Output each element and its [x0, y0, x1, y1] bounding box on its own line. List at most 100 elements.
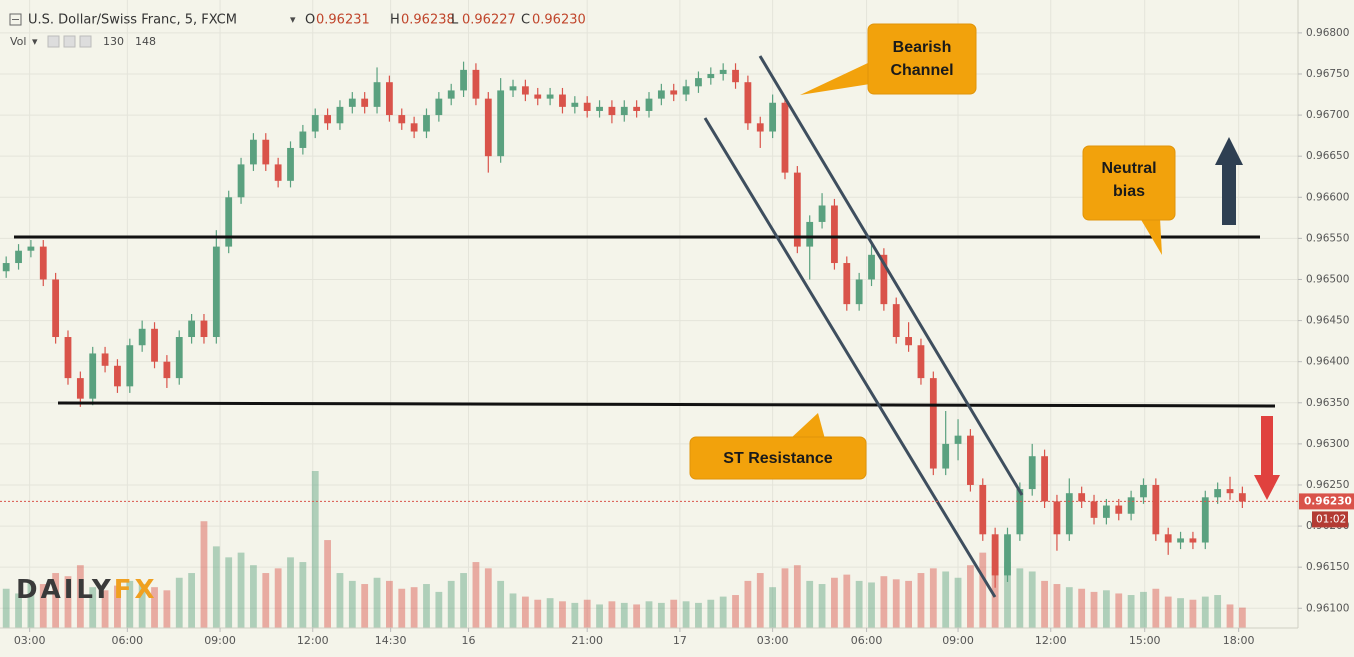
volume-bar — [1041, 580, 1048, 628]
collapse-icon[interactable] — [9, 13, 22, 26]
volume-bar — [608, 601, 616, 628]
volume-bar — [262, 573, 270, 628]
candle-body — [188, 320, 196, 338]
settings-icon[interactable] — [47, 35, 60, 48]
volume-bar — [1189, 599, 1197, 628]
candle-body — [1226, 489, 1234, 494]
candle-body — [39, 246, 47, 280]
volume-bar — [200, 521, 208, 628]
candle-body — [311, 115, 319, 132]
candle-body — [806, 221, 814, 247]
candle-body — [645, 98, 653, 111]
x-tick-label: 16 — [462, 634, 476, 647]
y-tick-label: 0.96550 — [1306, 232, 1349, 244]
candle-body — [373, 82, 381, 107]
volume-bar — [52, 573, 60, 628]
y-tick-label: 0.96250 — [1306, 479, 1349, 491]
candle-body — [225, 197, 233, 247]
candle-body — [1090, 501, 1098, 518]
x-tick-label: 18:00 — [1223, 634, 1255, 647]
countdown-label: 01:02 — [1316, 513, 1346, 525]
volume-bar — [534, 599, 542, 628]
volume-bar — [1016, 568, 1024, 628]
volume-bar — [299, 562, 307, 628]
volume-bar — [64, 576, 72, 628]
candle-body — [138, 328, 146, 346]
watermark: DAILYFX — [16, 575, 158, 605]
volume-label[interactable]: Vol — [10, 35, 26, 48]
callout-box — [689, 436, 867, 480]
volume-bar — [917, 573, 925, 628]
candle-body — [1152, 484, 1160, 535]
volume-bar — [175, 577, 183, 628]
candle-body — [596, 106, 603, 111]
callout-text: ST Resistance — [723, 450, 832, 467]
volume-bar — [732, 595, 739, 628]
volume-value: 130 — [103, 35, 124, 48]
volume-bar — [744, 580, 752, 628]
volume-bar — [225, 557, 233, 628]
callout: Bearish Channel — [800, 23, 977, 95]
candle-body — [695, 78, 702, 87]
volume-bar — [793, 565, 801, 628]
volume-bar — [1226, 604, 1234, 628]
candle-body — [299, 131, 307, 148]
candle-body — [546, 94, 554, 99]
readout-key: O — [305, 13, 315, 28]
candle-body — [633, 106, 641, 111]
volume-bar — [682, 601, 690, 628]
volume-bar — [287, 557, 294, 628]
volume-bar — [497, 580, 505, 628]
candle-body — [76, 378, 84, 399]
candle-body — [484, 98, 492, 157]
y-tick-label: 0.96800 — [1306, 27, 1349, 39]
x-tick-label: 06:00 — [851, 634, 883, 647]
volume-bar — [769, 587, 777, 628]
volume-bar — [645, 601, 653, 628]
candle-body — [929, 378, 937, 469]
settings-icon[interactable] — [63, 35, 76, 48]
symbol-title[interactable]: U.S. Dollar/Swiss Franc, 5, FXCM — [28, 13, 237, 28]
candle-body — [2, 263, 10, 272]
dropdown-caret[interactable]: ▾ — [290, 13, 296, 26]
candle-body — [52, 279, 60, 338]
y-tick-label: 0.96400 — [1306, 356, 1349, 368]
volume-bar — [188, 573, 196, 628]
readout-value: 0.96227 — [462, 13, 516, 28]
candle-body — [991, 534, 999, 576]
axes: 0.961000.961500.962000.962500.963000.963… — [0, 27, 1354, 647]
candle-body — [793, 172, 801, 247]
volume-bar — [954, 577, 962, 628]
volume-bar — [967, 565, 974, 628]
candle-body — [1102, 505, 1110, 518]
volume-bar — [423, 584, 430, 628]
candle-body — [114, 365, 121, 387]
volume-bar — [398, 588, 406, 628]
volume-bar — [695, 602, 702, 628]
candle-body — [942, 443, 950, 469]
x-tick-label: 12:00 — [297, 634, 329, 647]
volume-bar — [596, 604, 603, 628]
candle-body — [1127, 497, 1135, 514]
volume-bar — [114, 585, 121, 628]
x-tick-label: 21:00 — [571, 634, 603, 647]
volume-bar — [979, 552, 987, 628]
dropdown-caret[interactable]: ▾ — [32, 35, 38, 48]
volume-bar — [1127, 595, 1135, 628]
candle-body — [880, 254, 888, 305]
close-icon[interactable] — [79, 35, 92, 48]
y-tick-label: 0.96150 — [1306, 561, 1349, 573]
volume-bar — [583, 599, 591, 628]
readout-key: H — [390, 13, 400, 28]
last-price-label: 0.96230 — [1304, 495, 1352, 507]
volume-bar — [151, 587, 158, 628]
readout-key: C — [521, 13, 530, 28]
countdown-box — [1312, 511, 1348, 528]
y-tick-label: 0.96350 — [1306, 397, 1349, 409]
volume-bar — [1090, 591, 1098, 628]
volume-bar — [250, 565, 257, 628]
volume-bar — [274, 568, 282, 628]
candle-body — [472, 69, 480, 99]
candle-body — [917, 345, 925, 379]
volume-bar — [942, 571, 950, 628]
